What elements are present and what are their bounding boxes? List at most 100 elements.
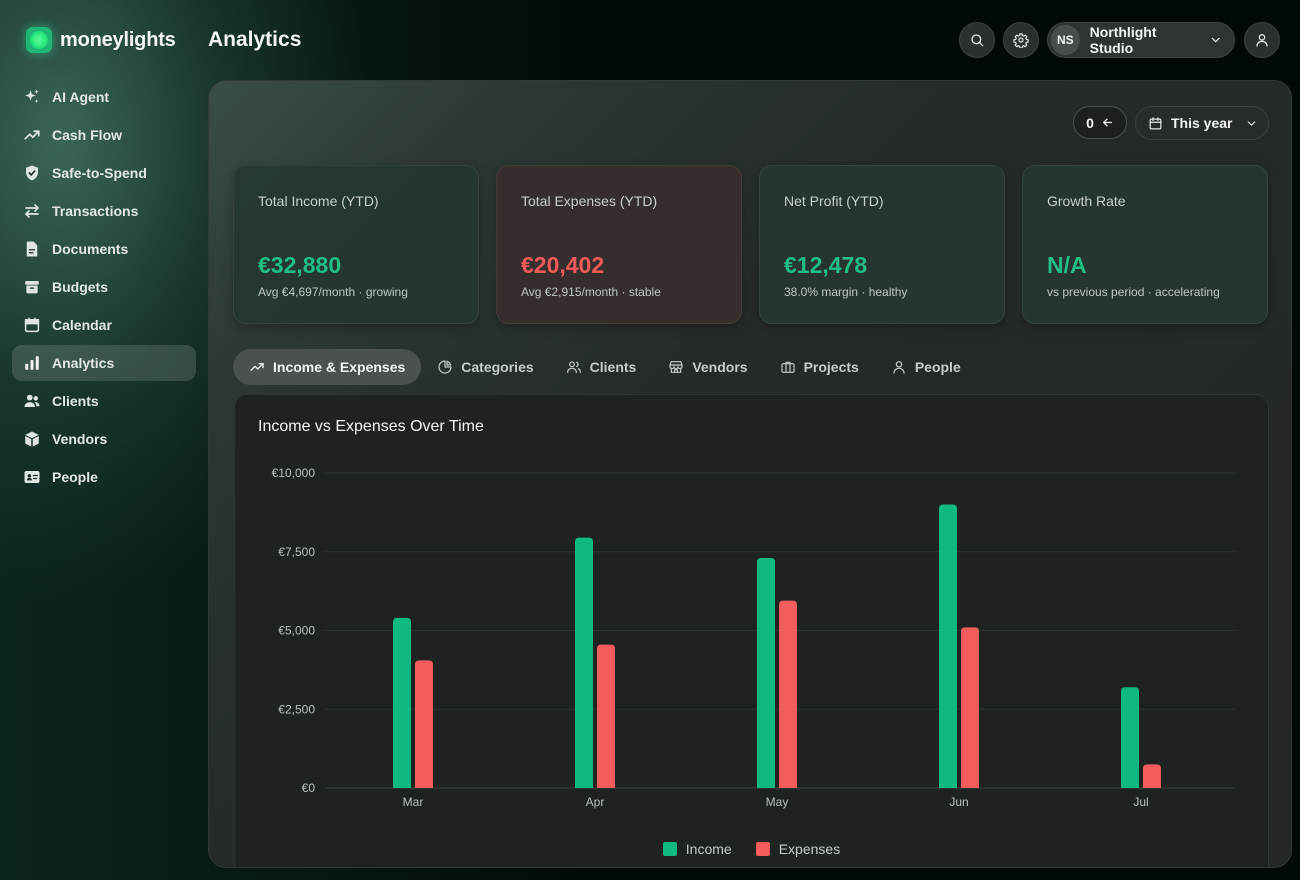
briefcase-icon: [780, 361, 795, 373]
growth-rate-card: Growth Rate N/A vs previous period · acc…: [1022, 165, 1268, 324]
bar-expenses-mar: [415, 660, 433, 788]
legend-label: Expenses: [778, 841, 841, 857]
y-tick-label: €5,000: [278, 624, 315, 638]
tab-categories[interactable]: Categories: [421, 349, 549, 385]
chart-legend: Income Expenses: [235, 841, 1268, 857]
legend-item-expenses[interactable]: Expenses: [755, 841, 841, 857]
summary-cards: Total Income (YTD) €32,880 Avg €4,697/mo…: [233, 165, 1268, 324]
card-subtitle: 38.0% margin · healthy: [784, 285, 908, 299]
tab-clients[interactable]: Clients: [550, 349, 653, 385]
sidebar-item-safe-to-spend[interactable]: Safe-to-Spend: [12, 155, 196, 191]
bar-expenses-jun: [961, 627, 979, 788]
tab-projects[interactable]: Projects: [764, 349, 875, 385]
id-card-icon: [23, 468, 41, 486]
sidebar-nav: AI Agent Cash Flow Safe-to-Spend Transac…: [12, 79, 196, 497]
chart-title: Income vs Expenses Over Time: [258, 418, 484, 435]
counter-value: 0: [1086, 114, 1094, 131]
calendar-icon: [1149, 116, 1162, 129]
trending-up-icon: [250, 363, 264, 371]
card-label: Total Income (YTD): [258, 193, 379, 209]
bar-income-may: [757, 558, 775, 788]
period-label: This year: [1171, 115, 1233, 131]
card-subtitle: vs previous period · accelerating: [1047, 285, 1220, 299]
settings-button[interactable]: [1003, 22, 1039, 58]
x-tick-label: Jun: [949, 795, 968, 809]
sidebar-item-people[interactable]: People: [12, 459, 196, 495]
gear-icon: [1013, 33, 1029, 48]
card-label: Growth Rate: [1047, 193, 1126, 209]
card-label: Total Expenses (YTD): [521, 193, 658, 209]
x-tick-label: May: [766, 795, 789, 809]
store-icon: [669, 361, 683, 373]
sidebar-item-label: Documents: [52, 241, 129, 257]
bar-expenses-jul: [1143, 764, 1161, 788]
x-tick-label: Jul: [1133, 795, 1148, 809]
sidebar-item-documents[interactable]: Documents: [12, 231, 196, 267]
card-value: €32,880: [258, 252, 342, 278]
legend-swatch-income: [662, 842, 677, 856]
tab-label: Projects: [803, 359, 859, 375]
tab-label: Income & Expenses: [273, 359, 406, 375]
sidebar-item-transactions[interactable]: Transactions: [12, 193, 196, 229]
legend-item-income[interactable]: Income: [662, 841, 732, 857]
tab-income-expenses[interactable]: Income & Expenses: [233, 349, 422, 385]
sidebar-item-clients[interactable]: Clients: [12, 383, 196, 419]
document-icon: [23, 240, 41, 258]
users-icon: [23, 392, 41, 410]
tab-vendors[interactable]: Vendors: [652, 349, 763, 385]
org-name: Northlight Studio: [1089, 24, 1157, 56]
x-tick-label: Apr: [586, 795, 605, 809]
sidebar-item-label: Analytics: [52, 355, 115, 371]
analytics-tabs: Income & Expenses Categories Clients Ven…: [233, 349, 977, 385]
sidebar-item-budgets[interactable]: Budgets: [12, 269, 196, 305]
chart-plot: €0 €2,500 €5,000 €7,500 €10,000 Mar Apr May Jun J…: [272, 466, 1235, 809]
organization-switcher[interactable]: NS Northlight Studio: [1047, 22, 1235, 58]
card-value: €20,402: [521, 252, 605, 278]
total-expenses-card: Total Expenses (YTD) €20,402 Avg €2,915/…: [496, 165, 742, 324]
archive-box-icon: [23, 278, 41, 296]
period-select[interactable]: This year: [1135, 106, 1269, 140]
analytics-panel: 0 This year Total Income (YTD) €32,880 A…: [208, 80, 1292, 868]
shield-check-icon: [23, 164, 41, 182]
tab-label: People: [914, 359, 961, 375]
org-avatar: NS: [1051, 25, 1080, 55]
sidebar-item-label: Cash Flow: [52, 127, 123, 143]
search-button[interactable]: [959, 22, 995, 58]
net-profit-card: Net Profit (YTD) €12,478 38.0% margin · …: [759, 165, 1005, 324]
bar-income-jun: [939, 504, 957, 788]
sidebar-item-label: Transactions: [52, 203, 139, 219]
chevron-down-icon: [1247, 120, 1256, 126]
bar-expenses-may: [779, 600, 797, 788]
sidebar-item-analytics[interactable]: Analytics: [12, 345, 196, 381]
x-tick-label: Mar: [403, 795, 424, 809]
sidebar-item-label: People: [52, 469, 98, 485]
sidebar-item-label: AI Agent: [52, 89, 110, 105]
sidebar-item-calendar[interactable]: Calendar: [12, 307, 196, 343]
chevron-down-icon: [1211, 37, 1220, 43]
user-menu-button[interactable]: [1244, 22, 1280, 58]
legend-swatch-expenses: [755, 842, 770, 856]
sparkles-icon: [23, 88, 41, 106]
users-icon: [566, 361, 581, 373]
logo-icon: [26, 27, 52, 53]
sidebar-item-cash-flow[interactable]: Cash Flow: [12, 117, 196, 153]
card-subtitle: Avg €4,697/month · growing: [258, 285, 408, 299]
sidebar-item-vendors[interactable]: Vendors: [12, 421, 196, 457]
user-icon: [1256, 34, 1268, 47]
card-label: Net Profit (YTD): [784, 193, 884, 209]
card-value: N/A: [1047, 252, 1087, 278]
user-icon: [893, 361, 905, 374]
y-tick-label: €7,500: [278, 545, 315, 559]
tab-people[interactable]: People: [875, 349, 977, 385]
trending-up-icon: [23, 126, 41, 144]
cube-icon: [23, 430, 41, 448]
sidebar-item-ai-agent[interactable]: AI Agent: [12, 79, 196, 115]
tab-label: Vendors: [692, 359, 748, 375]
sidebar-item-label: Vendors: [52, 431, 108, 447]
counter-back-button[interactable]: 0: [1073, 106, 1127, 139]
bar-income-jul: [1121, 687, 1139, 788]
logo[interactable]: moneylights: [26, 27, 176, 53]
y-tick-label: €0: [302, 781, 316, 795]
sidebar-item-label: Safe-to-Spend: [52, 165, 147, 181]
pie-chart-icon: [438, 360, 452, 374]
